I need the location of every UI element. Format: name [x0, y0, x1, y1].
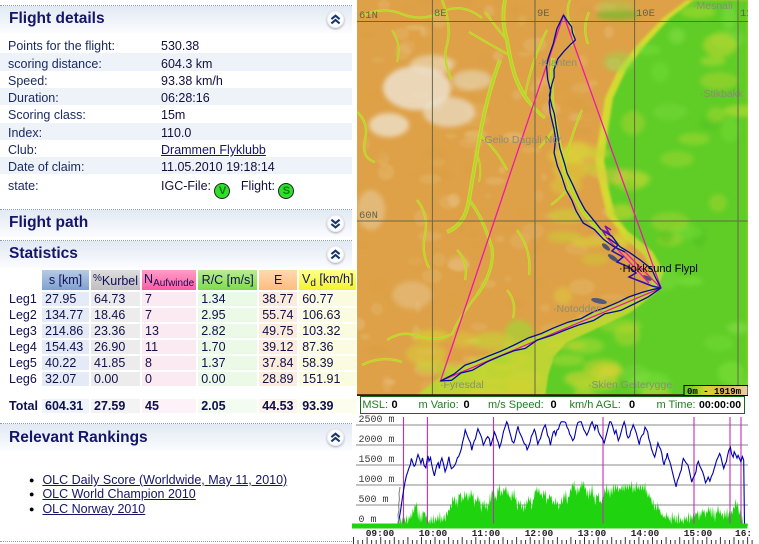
- svg-text:0 m: 0 m: [359, 515, 377, 526]
- svg-text:09:00: 09:00: [366, 528, 395, 539]
- svg-text:61N: 61N: [359, 10, 378, 22]
- svg-text:·Geilo Dagali Nör: ·Geilo Dagali Nör: [481, 134, 562, 146]
- svg-text:10E: 10E: [636, 8, 655, 20]
- svg-text:2500 m: 2500 m: [359, 415, 395, 426]
- svg-text:·Mesnali: ·Mesnali: [693, 0, 733, 12]
- svg-text:500 m: 500 m: [359, 495, 389, 506]
- svg-text:·Notodden: ·Notodden: [553, 303, 602, 315]
- svg-text:15:00: 15:00: [684, 528, 713, 539]
- svg-text:·Klanten: ·Klanten: [538, 57, 577, 69]
- svg-text:16:: 16:: [735, 528, 752, 539]
- svg-text:60N: 60N: [359, 210, 378, 222]
- svg-text:11: 11: [740, 8, 748, 20]
- svg-text:·Stikbakk: ·Stikbakk: [700, 88, 744, 100]
- svg-text:13:00: 13:00: [578, 528, 607, 539]
- svg-text:8E: 8E: [434, 8, 447, 20]
- svg-text:·Fyresdal: ·Fyresdal: [440, 379, 484, 391]
- svg-text:·Hokksund Flypl: ·Hokksund Flypl: [619, 263, 698, 275]
- svg-text:12:00: 12:00: [525, 528, 554, 539]
- svg-text:·Skien Geiterygge: ·Skien Geiterygge: [588, 379, 672, 391]
- svg-text:0m - 1919m: 0m - 1919m: [687, 387, 742, 396]
- svg-text:14:00: 14:00: [631, 528, 660, 539]
- svg-text:1000 m: 1000 m: [359, 475, 395, 486]
- svg-text:2000 m: 2000 m: [359, 435, 395, 446]
- svg-text:10:00: 10:00: [419, 528, 448, 539]
- svg-text:11:00: 11:00: [472, 528, 501, 539]
- svg-text:9E: 9E: [537, 8, 550, 20]
- svg-text:1500 m: 1500 m: [359, 455, 395, 466]
